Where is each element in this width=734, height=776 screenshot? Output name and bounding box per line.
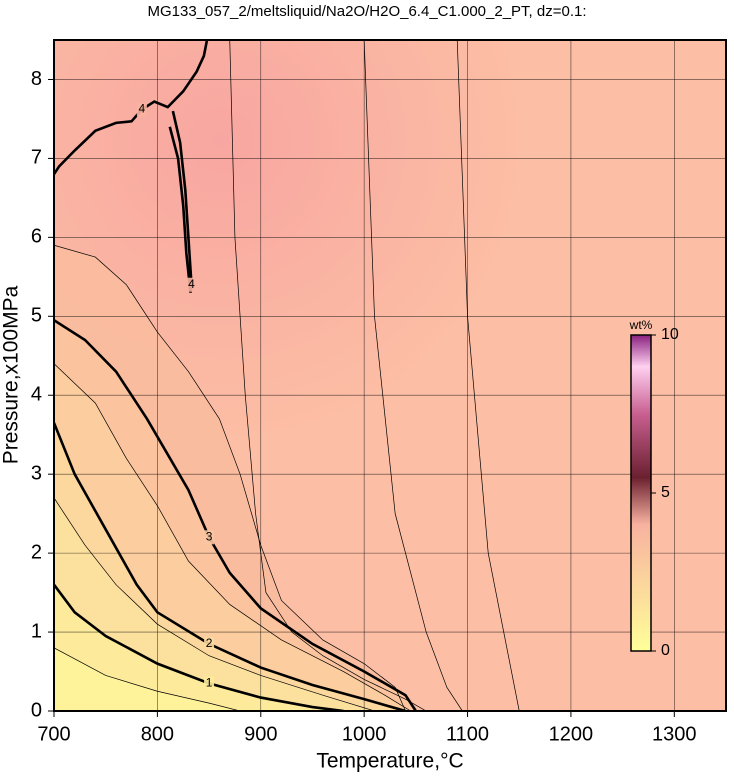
y-tick-label: 5 xyxy=(31,305,42,327)
contour-label: 3 xyxy=(206,530,213,544)
contour-label: 1 xyxy=(206,676,213,690)
contour-line xyxy=(456,40,520,711)
colorbar-label: wt% xyxy=(629,318,653,332)
contour-line xyxy=(54,422,406,711)
y-tick-label: 7 xyxy=(31,147,42,169)
contour-label: 4 xyxy=(139,102,146,116)
contour-label-bg xyxy=(204,676,215,691)
plot-frame xyxy=(53,39,727,712)
contour-label-bg xyxy=(136,102,147,117)
colorbar-tick-label: 0 xyxy=(661,642,670,659)
contour-line xyxy=(54,497,375,711)
contour-line xyxy=(229,40,427,711)
y-tick-label: 1 xyxy=(31,620,42,642)
colorbar-tick-label: 10 xyxy=(661,326,679,343)
x-tick-label: 800 xyxy=(141,723,174,745)
contour-line xyxy=(363,40,463,711)
contour-fill xyxy=(54,584,344,711)
y-tick-label: 6 xyxy=(31,226,42,248)
colorbar xyxy=(630,334,652,652)
x-axis-label: Temperature,°C xyxy=(316,750,463,773)
contour-label-bg xyxy=(186,277,197,292)
x-tick-label: 1200 xyxy=(549,723,594,745)
contour-label: 2 xyxy=(206,636,213,650)
x-tick-label: 1100 xyxy=(446,723,489,745)
colorbar-tick-label: 5 xyxy=(661,484,670,501)
x-tick-label: 1300 xyxy=(652,723,697,745)
y-axis-label: Pressure,x100MPa xyxy=(0,285,23,464)
x-tick-label: 1000 xyxy=(342,723,387,745)
y-tick-label: 4 xyxy=(31,384,42,406)
y-tick-label: 3 xyxy=(31,462,42,484)
chart-title: MG133_057_2/meltsliquid/Na2O/H2O_6.4_C1.… xyxy=(147,3,586,20)
contour-line xyxy=(54,363,411,711)
x-tick-label: 900 xyxy=(244,723,277,745)
contour-line xyxy=(54,244,406,711)
y-tick-label: 2 xyxy=(31,541,42,563)
contour-fill xyxy=(54,647,241,711)
x-tick-label: 700 xyxy=(37,723,70,745)
contour-label-bg xyxy=(204,636,215,651)
contour-label: 4 xyxy=(188,277,195,291)
contour-line xyxy=(54,647,241,711)
contour-label-bg xyxy=(204,530,215,545)
contour-line xyxy=(54,583,344,711)
y-tick-label: 0 xyxy=(31,699,42,721)
y-tick-label: 8 xyxy=(31,68,42,90)
